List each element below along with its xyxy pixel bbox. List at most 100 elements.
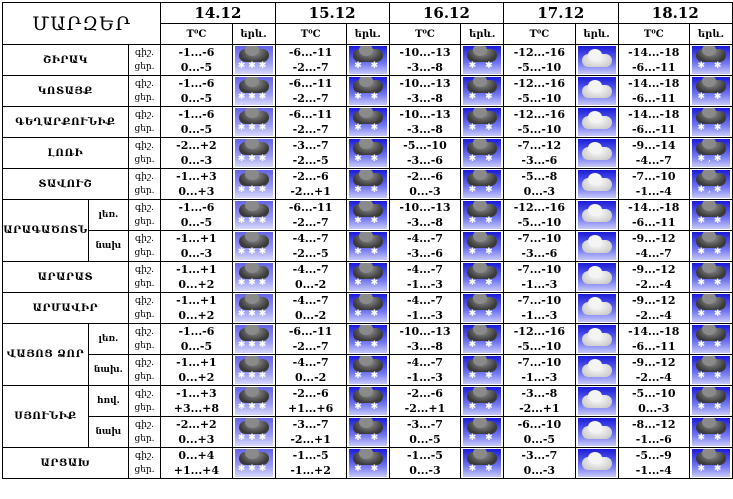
cloud-shape — [238, 77, 269, 93]
weather-cell: ✱✱✱ — [231, 75, 276, 107]
cloud-shape — [581, 173, 612, 191]
table-row: նախ գիշ. ցեր. -2...+2 0...+3 ✱✱✱ -3...-7 -2...+… — [3, 416, 733, 448]
weather-cell: ✱ ✱ — [345, 44, 390, 76]
day-temp: -6...-11 — [631, 61, 676, 74]
night-temp: -4...-7 — [292, 232, 329, 245]
cloud-shape — [352, 139, 383, 155]
weather-cell: ✱ ✱ — [688, 75, 733, 107]
temperature-cell: -3...-7 0...-5 — [388, 416, 462, 448]
night-temp: -1...-5 — [292, 449, 329, 462]
day-temp: -4...-7 — [635, 154, 672, 167]
day-label: ցեր. — [134, 372, 155, 382]
temperature-cell: -1...+3 +3...+8 — [160, 385, 233, 417]
day-temp: -5...-10 — [517, 61, 562, 74]
temperature-cell: -2...+2 0...-3 — [160, 137, 233, 169]
snow-rain-icon: ✱,✱ — [691, 170, 730, 198]
snowflakes: ✱✱✱ — [237, 185, 270, 195]
cloud-shape — [695, 46, 726, 62]
snowflakes: ✱ ✱ — [354, 92, 382, 102]
snowflakes: ✱ ✱ — [354, 216, 382, 226]
table-row: ԱՐԱԳԱԾՈՏՆ լեռ. գիշ. ցեր. -1...-6 0...-5 ✱✱✱ -6.… — [2, 199, 733, 262]
night-label: գիշ. — [135, 48, 154, 58]
cloud-shape — [467, 449, 498, 465]
weather-cell — [574, 44, 619, 76]
night-temp: -8...-12 — [631, 418, 676, 431]
time-of-day: գիշ. ցեր. — [127, 168, 162, 200]
snowflakes: ✱✱✱ — [237, 309, 270, 319]
night-temp: -2...-6 — [292, 170, 329, 183]
temperature-cell: -4...-7 -3...-6 — [388, 230, 462, 262]
snowflakes: ✱✱✱ — [237, 154, 270, 164]
zone-label: լեռ. — [87, 199, 129, 231]
night-temp: -1...-6 — [178, 46, 215, 59]
weather-cell: ✱ ✱ — [460, 75, 505, 107]
day-temp: -3...-6 — [521, 154, 558, 167]
weather-cell: ✱ ✱ — [460, 44, 505, 76]
night-label: գիշ. — [135, 110, 154, 120]
night-temp: -10...-13 — [399, 108, 451, 121]
temperature-cell: -3...-7 0...-3 — [503, 447, 576, 479]
night-temp: -9...-12 — [631, 263, 676, 276]
snowflakes: ✱ ✱ — [697, 371, 725, 381]
day-temp: 0...-5 — [180, 123, 213, 136]
heavy-snow-icon: ✱✱✱ — [234, 449, 273, 477]
region-name: ԱՐՄԱՎԻՐ — [2, 292, 129, 324]
snow-icon: ✱ ✱ — [463, 77, 502, 105]
cloudy-icon — [577, 294, 616, 322]
date-header: 15.12 — [274, 2, 390, 24]
snowflakes: ✱✱✱ — [237, 433, 270, 443]
night-label: գիշ. — [135, 141, 154, 151]
cloud-shape — [467, 77, 498, 93]
night-label: գիշ. — [135, 203, 154, 213]
temperature-cell: -4...-7 0...-2 — [274, 261, 347, 293]
night-temp: -3...-7 — [406, 418, 443, 431]
temperature-cell: -9...-12 -4...-7 — [617, 230, 690, 262]
cloud-shape — [352, 170, 383, 186]
snowflakes: ✱✱✱ — [237, 402, 270, 412]
night-label: գիշ. — [135, 296, 154, 306]
day-temp: -2...-4 — [635, 278, 672, 291]
day-temp: -6...-11 — [631, 216, 676, 229]
weather-cell: ✱✱✱ — [231, 230, 276, 262]
day-temp: -1...-3 — [521, 309, 558, 322]
night-label: գիշ. — [135, 79, 154, 89]
cloudy-icon — [577, 232, 616, 260]
regions-header: ՄԱՐԶԵՐ — [1, 2, 162, 45]
day-temp: 0...-3 — [409, 464, 441, 477]
weather-cell: ✱ ✱ — [345, 137, 390, 169]
cloud-shape — [581, 266, 612, 284]
temperature-cell: -4...-7 -1...-3 — [388, 261, 462, 293]
snowflakes: ✱,✱ — [697, 154, 725, 164]
weather-cell: ✱ ✱ — [345, 354, 390, 386]
night-label: գիշ. — [135, 451, 154, 461]
cloud-shape — [238, 201, 269, 217]
day-temp: +3...+8 — [173, 402, 220, 415]
temperature-cell: -6...-11 -2...-7 — [274, 199, 347, 231]
weather-cell: ✱ ✱ — [345, 323, 390, 355]
snowflakes: ✱ ✱ — [354, 61, 382, 71]
snowflakes: ✱ ✱ — [354, 464, 382, 474]
snow-icon: ✱ ✱ — [691, 263, 730, 291]
temperature-cell: -14...-18 -6...-11 — [617, 75, 690, 107]
temperature-cell: -6...-11 -2...-7 — [274, 323, 347, 355]
weather-cell: ✱ ✱ — [688, 230, 733, 262]
weather-cell: ✱ ✱ — [345, 230, 390, 262]
snow-icon: ✱ ✱ — [348, 139, 387, 167]
zone-label: նախ. — [87, 354, 129, 386]
night-temp: -1...+1 — [176, 294, 217, 307]
snowflakes: ✱ ✱ — [468, 340, 496, 350]
night-temp: -6...-11 — [288, 108, 333, 121]
night-temp: -1...+3 — [176, 387, 217, 400]
weather-cell: ✱ ✱ — [460, 199, 505, 231]
temp-header: T⁰C — [503, 23, 576, 45]
cloud-shape — [238, 108, 269, 124]
cloud-shape — [352, 449, 383, 465]
cloud-shape — [695, 170, 726, 186]
night-label: գիշ. — [135, 420, 154, 430]
night-temp: -3...-7 — [292, 139, 329, 152]
temperature-cell: -6...-11 -2...-7 — [274, 75, 347, 107]
date-header: 16.12 — [388, 2, 505, 24]
temperature-cell: -1...-6 0...-5 — [160, 199, 233, 231]
snowflakes: ✱ ✱ — [468, 247, 496, 257]
weather-cell — [574, 416, 619, 448]
